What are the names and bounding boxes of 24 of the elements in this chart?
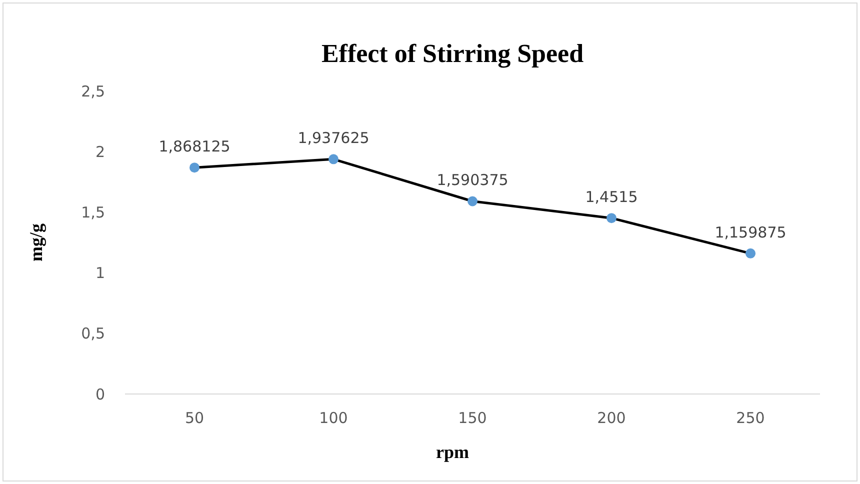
y-tick-label: 2,5 — [81, 82, 105, 100]
point — [746, 248, 756, 258]
data-label: 1,590375 — [436, 171, 508, 190]
y-tick-label: 2 — [95, 142, 105, 161]
point — [328, 154, 338, 164]
point — [606, 213, 616, 224]
data-label: 1,937625 — [298, 129, 370, 148]
x-tick-label: 50 — [184, 409, 204, 427]
x-tick-label: 200 — [597, 409, 626, 427]
x-tick-label: 150 — [458, 409, 487, 427]
data-label: 1,4515 — [585, 188, 638, 206]
chart-title: Effect of Stirring Speed — [321, 39, 584, 68]
point — [190, 162, 200, 173]
y-axis-title: mg/g — [26, 224, 46, 262]
x-tick-label: 100 — [319, 409, 348, 427]
y-tick-label: 1,5 — [81, 203, 105, 222]
x-tick-label: 250 — [736, 409, 765, 427]
y-tick-label: 0 — [95, 385, 105, 404]
data-label: 1,868125 — [158, 138, 230, 156]
data-label: 1,159875 — [714, 223, 786, 242]
x-axis-title: rpm — [436, 442, 469, 462]
y-tick-label: 0,5 — [81, 324, 105, 343]
y-tick-label: 1 — [95, 264, 105, 282]
point — [468, 196, 478, 206]
